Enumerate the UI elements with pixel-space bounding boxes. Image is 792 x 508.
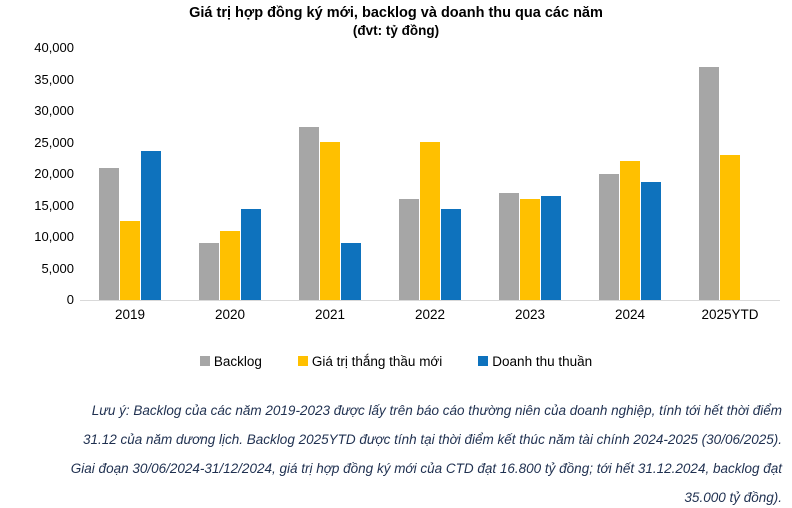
bar-group-2022 <box>380 48 480 300</box>
bar-series2-2021 <box>341 243 361 300</box>
x-axis-tick-label: 2019 <box>114 307 146 322</box>
legend-label: Backlog <box>213 353 262 369</box>
bar-group-2021 <box>280 48 380 300</box>
x-axis-tick-label: 2024 <box>614 307 646 322</box>
bar-group-2025YTD <box>680 48 780 300</box>
y-axis-tick-label: 15,000 <box>34 197 74 213</box>
y-axis-tick-label: 5,000 <box>41 260 74 276</box>
legend-swatch-icon <box>478 356 489 366</box>
bar-series1-2019 <box>120 221 140 300</box>
y-axis-labels: 0 5,000 10,000 15,000 20,000 25,000 30,000 35,0… <box>0 40 74 307</box>
footnote: Lưu ý: Backlog của các năm 2019-2023 đượ… <box>8 396 782 508</box>
bar-series1-2020 <box>220 231 240 300</box>
bar-series1-2025YTD <box>720 155 740 300</box>
legend-item-1: Giá trị thắng thầu mới <box>297 353 443 369</box>
bar-group-2019 <box>80 48 180 300</box>
y-axis-tick-label: 20,000 <box>34 166 74 181</box>
legend-item-2: Doanh thu thuần <box>478 354 592 369</box>
x-axis-labels: 2019 2020 2021 2022 2023 2024 2025YTD <box>80 307 780 322</box>
bar-series0-2022 <box>399 199 419 300</box>
footnote-line: Lưu ý: Backlog của các năm 2019-2023 đượ… <box>91 403 782 418</box>
x-axis-tick-label: 2020 <box>214 307 246 322</box>
bar-series1-2021 <box>320 142 340 300</box>
bar-series2-2024 <box>641 182 661 300</box>
legend-swatch-icon <box>199 356 210 366</box>
bar-series1-2022 <box>420 142 440 300</box>
chart-subtitle: (đvt: tỷ đồng) <box>352 23 440 38</box>
x-axis-tick-label: 2022 <box>414 307 446 322</box>
bar-series1-2024 <box>620 161 640 300</box>
bar-series1-2023 <box>520 199 540 300</box>
bar-series2-2023 <box>541 196 561 300</box>
plot-area <box>80 48 780 301</box>
chart-title: Giá trị hợp đồng ký mới, backlog và doan… <box>189 5 603 21</box>
y-axis-tick-label: 30,000 <box>34 103 74 118</box>
legend-label: Giá trị thắng thầu mới <box>311 353 443 369</box>
x-axis-tick-label: 2023 <box>514 307 546 322</box>
legend: Backlog Giá trị thắng thầu mới Doanh thu t… <box>0 352 792 370</box>
legend-item-0: Backlog <box>199 353 262 369</box>
bar-series0-2025YTD <box>699 67 719 300</box>
bar-group-2024 <box>580 48 680 300</box>
footnote-line: Giai đoạn 30/06/2024-31/12/2024, giá trị… <box>70 461 782 476</box>
bar-series0-2020 <box>199 243 219 300</box>
bar-group-2023 <box>480 48 580 300</box>
bar-series0-2024 <box>599 174 619 300</box>
bar-series0-2023 <box>499 193 519 300</box>
x-axis-tick-label: 2025YTD <box>701 307 759 322</box>
legend-label: Doanh thu thuần <box>492 353 593 369</box>
footnote-line: 31.12 của năm dương lịch. Backlog 2025YT… <box>82 432 782 447</box>
bar-series0-2019 <box>99 168 119 300</box>
bar-series2-2020 <box>241 209 261 300</box>
y-axis-tick-label: 0 <box>66 292 74 307</box>
bar-group-2020 <box>180 48 280 300</box>
x-axis-tick-label: 2021 <box>314 307 346 322</box>
bar-series0-2021 <box>299 127 319 300</box>
bar-series2-2022 <box>441 209 461 300</box>
y-axis-tick-label: 10,000 <box>34 229 74 244</box>
footnote-line: 35.000 tỷ đồng). <box>684 490 782 505</box>
legend-swatch-icon <box>297 356 308 366</box>
y-axis-tick-label: 40,000 <box>34 40 74 55</box>
y-axis-tick-label: 25,000 <box>34 134 74 150</box>
bar-series2-2019 <box>141 151 161 300</box>
y-axis-tick-label: 35,000 <box>34 71 74 87</box>
